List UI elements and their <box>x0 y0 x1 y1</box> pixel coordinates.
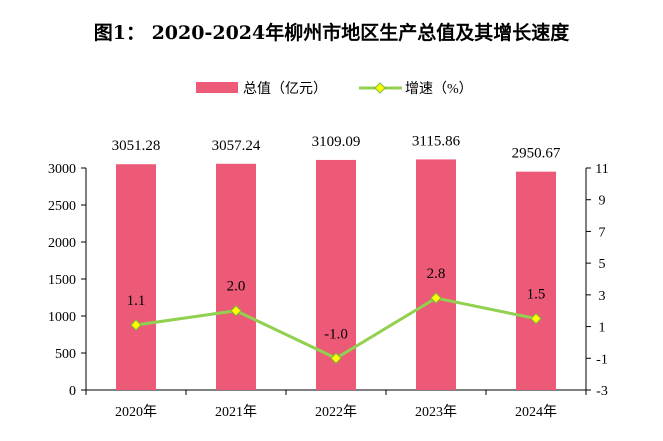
x-tick-label: 2022年 <box>315 404 357 420</box>
legend-line-marker <box>374 82 386 94</box>
growth-value-label: 1.5 <box>527 287 546 303</box>
right-tick-label: 1 <box>599 321 606 336</box>
growth-value-label: 1.1 <box>127 293 146 309</box>
left-tick-label: 0 <box>69 384 76 399</box>
bar <box>116 164 156 390</box>
right-tick-label: -3 <box>596 384 608 399</box>
growth-value-label: 2.0 <box>227 279 246 295</box>
growth-point <box>230 305 242 317</box>
bar-value-label: 3109.09 <box>312 134 361 150</box>
bar-value-label: 3115.86 <box>412 133 461 149</box>
bar-value-label: 3051.28 <box>112 138 161 154</box>
right-tick-label: 9 <box>599 194 606 209</box>
right-tick-label: -1 <box>596 352 608 367</box>
right-tick-label: 3 <box>599 289 606 304</box>
chart-title: 图1： 2020-2024年柳州市地区生产总值及其增长速度 <box>93 22 570 44</box>
growth-point <box>530 312 542 325</box>
bar-value-label: 2950.67 <box>512 146 561 162</box>
left-tick-label: 2000 <box>48 236 76 251</box>
growth-value-label: 2.8 <box>427 266 446 282</box>
left-tick-label: 1500 <box>48 273 76 288</box>
left-tick-label: 3000 <box>48 162 76 177</box>
bar-value-label: 3057.24 <box>212 138 261 154</box>
right-tick-label: 7 <box>599 225 606 240</box>
legend-bar-swatch <box>196 82 238 93</box>
x-tick-label: 2023年 <box>415 404 457 420</box>
growth-point <box>130 319 142 331</box>
x-tick-label: 2021年 <box>215 404 257 420</box>
x-tick-label: 2020年 <box>115 404 157 420</box>
legend-bar-label: 总值（亿元） <box>243 81 327 97</box>
bar <box>416 159 456 390</box>
right-tick-label: 11 <box>595 162 608 177</box>
bar <box>516 171 556 390</box>
left-tick-label: 2500 <box>48 199 76 214</box>
legend-line-label: 增速（%） <box>405 81 473 97</box>
bar <box>216 163 256 390</box>
growth-value-label: -1.0 <box>324 326 348 342</box>
growth-point <box>330 352 342 364</box>
right-tick-label: 5 <box>599 257 606 272</box>
x-tick-label: 2024年 <box>515 404 557 420</box>
left-tick-label: 500 <box>55 347 76 362</box>
left-tick-label: 1000 <box>48 310 76 325</box>
growth-point <box>430 292 442 304</box>
